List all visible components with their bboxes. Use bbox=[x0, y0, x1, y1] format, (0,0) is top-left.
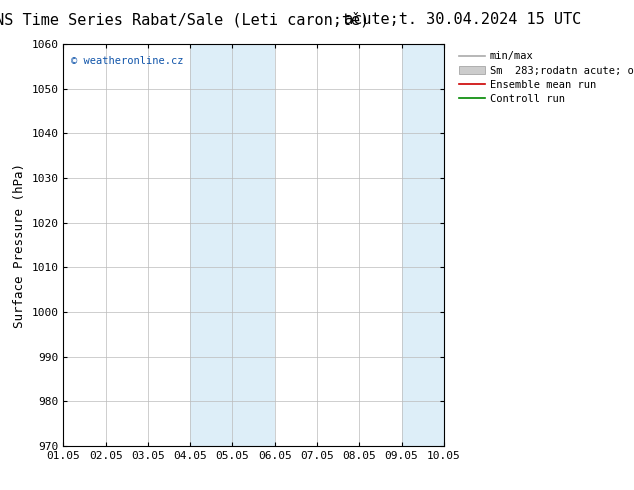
Text: © weatheronline.cz: © weatheronline.cz bbox=[71, 56, 183, 66]
Bar bbox=[233, 44, 275, 446]
Text: ENS Time Series Rabat/Sale (Leti caron;tě): ENS Time Series Rabat/Sale (Leti caron;t… bbox=[0, 12, 369, 28]
Legend: min/max, Sm  283;rodatn acute; odchylka, Ensemble mean run, Controll run: min/max, Sm 283;rodatn acute; odchylka, … bbox=[456, 49, 634, 106]
Y-axis label: Surface Pressure (hPa): Surface Pressure (hPa) bbox=[13, 163, 26, 327]
Bar bbox=[401, 44, 444, 446]
Text: acute;t. 30.04.2024 15 UTC: acute;t. 30.04.2024 15 UTC bbox=[344, 12, 581, 27]
Bar bbox=[190, 44, 233, 446]
